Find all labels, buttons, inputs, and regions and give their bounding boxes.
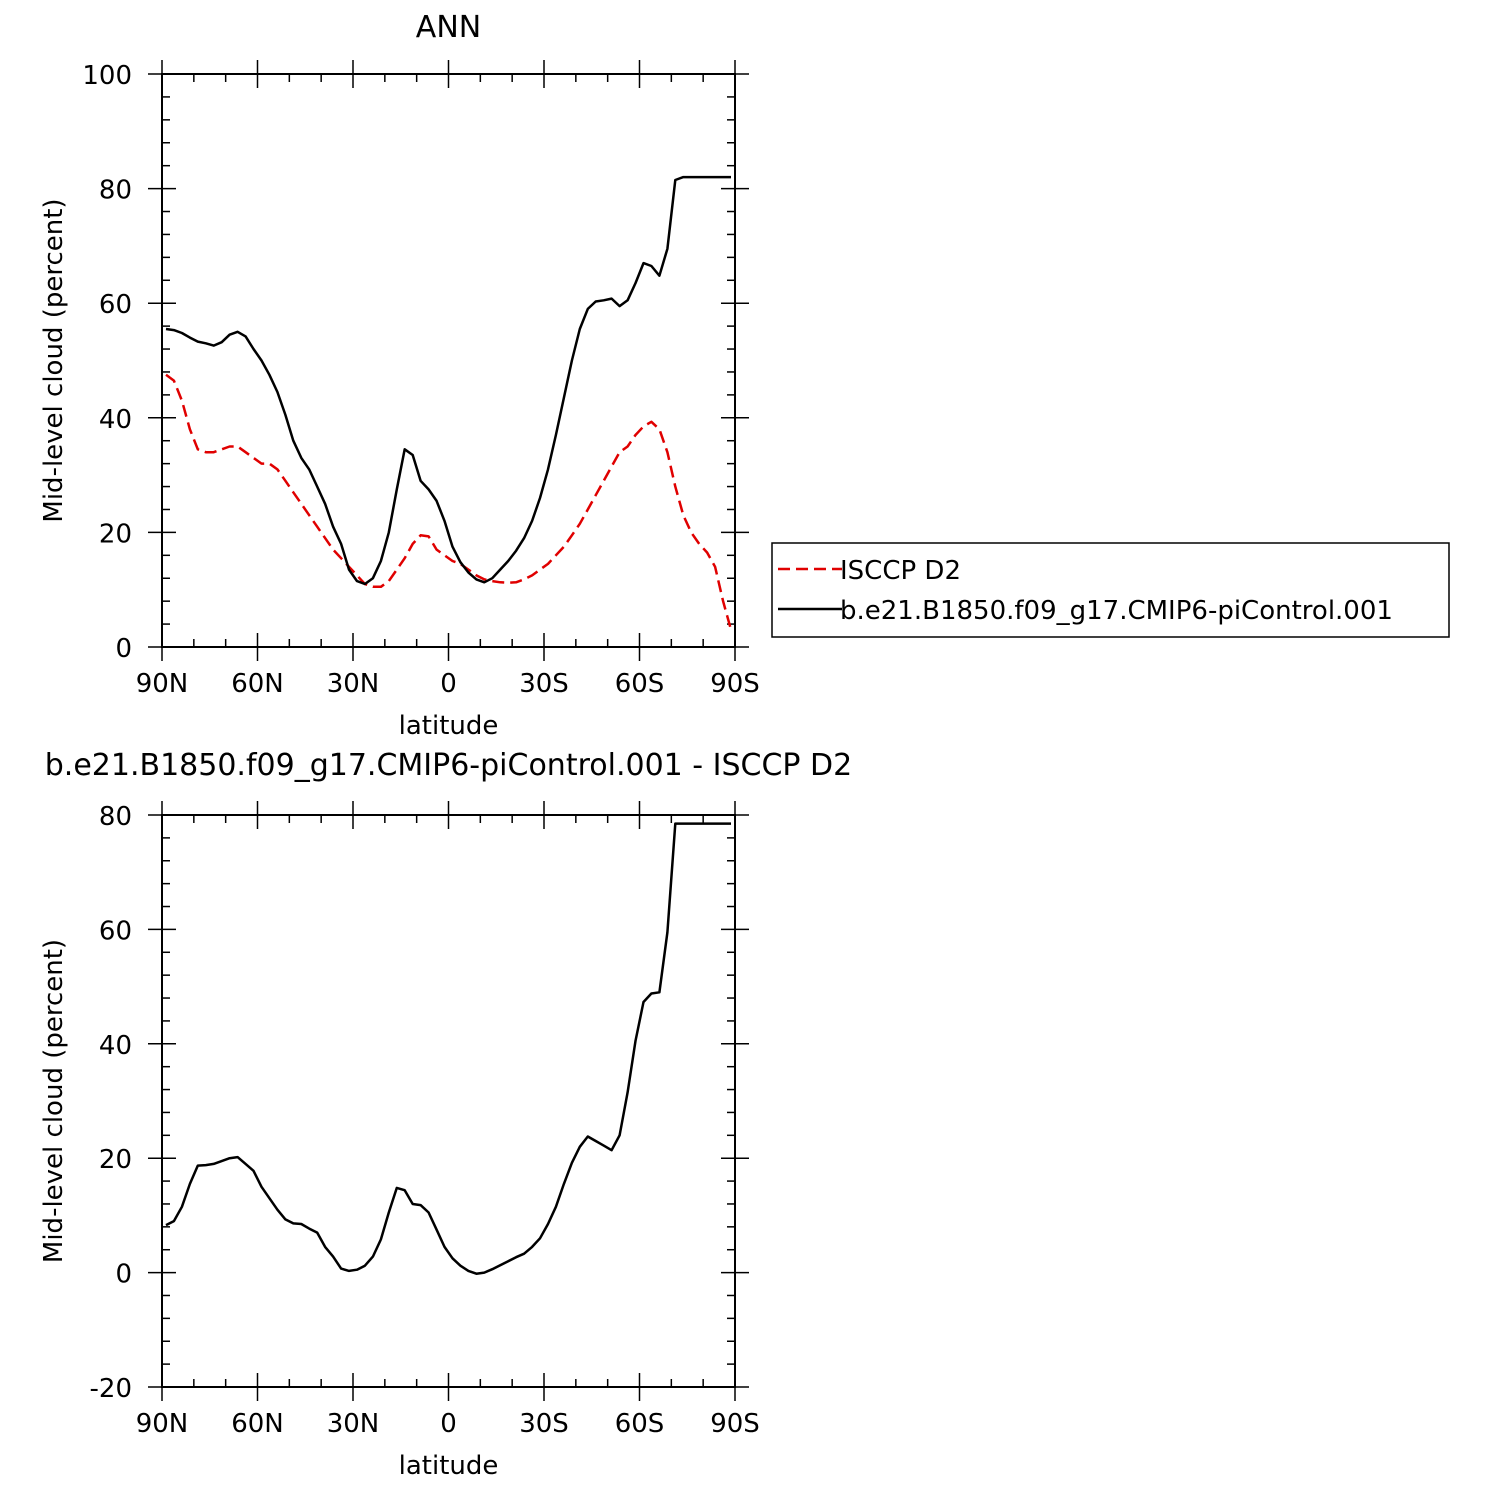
x-tick-label: 0 — [440, 1409, 457, 1439]
y-tick-label: 60 — [99, 290, 132, 320]
series-line-2 — [165, 175, 731, 586]
x-tick-label: 60N — [231, 1409, 284, 1439]
x-tick-label: 30N — [327, 1409, 380, 1439]
x-tick-label: 60N — [231, 669, 284, 699]
y-tick-label: 20 — [99, 1145, 132, 1175]
legend-box — [771, 542, 1450, 638]
legend: ISCCP D2 b.e21.B1850.f09_g17.CMIP6-piCont… — [771, 542, 1450, 638]
plot-frame — [161, 73, 736, 648]
x-tick-label: 30S — [519, 669, 569, 699]
x-tick-label: 60S — [615, 1409, 665, 1439]
x-tick-label: 90S — [710, 1409, 760, 1439]
y-axis-label: Mid-level cloud (percent) — [39, 939, 69, 1263]
series-line-1 — [165, 822, 731, 1275]
y-tick-label: 40 — [99, 405, 132, 435]
x-tick-label: 0 — [440, 669, 457, 699]
y-tick-label: 60 — [99, 916, 132, 946]
panel-1: ANN 0 20 40 60 80 100 90N 60N 30N 0 30S 60S 90S latitu… — [39, 10, 1450, 741]
x-tick-label: 30N — [327, 669, 380, 699]
series-line-1 — [165, 373, 733, 631]
x-tick-label: 90N — [136, 669, 189, 699]
legend-label-2: b.e21.B1850.f09_g17.CMIP6-piControl.001 — [840, 596, 1393, 626]
chart-title: b.e21.B1850.f09_g17.CMIP6-piControl.001 … — [45, 748, 853, 783]
plot-frame — [161, 814, 736, 1388]
y-tick-label: -20 — [90, 1374, 132, 1404]
x-tick-label: 60S — [615, 669, 665, 699]
legend-label-1: ISCCP D2 — [840, 556, 961, 586]
x-tick-label: 90N — [136, 1409, 189, 1439]
x-axis-label: latitude — [399, 1451, 499, 1481]
y-axis-label: Mid-level cloud (percent) — [39, 198, 69, 522]
y-tick-label: 80 — [99, 802, 132, 832]
y-tick-label: 80 — [99, 176, 132, 206]
y-tick-label: 0 — [115, 634, 132, 664]
y-tick-label: 20 — [99, 519, 132, 549]
panel-2: b.e21.B1850.f09_g17.CMIP6-piControl.001 … — [39, 748, 852, 1481]
x-tick-label: 90S — [710, 669, 760, 699]
y-tick-label: 0 — [115, 1260, 132, 1290]
y-tick-label: 100 — [82, 61, 132, 91]
x-axis-label: latitude — [399, 711, 499, 741]
y-tick-label: 40 — [99, 1031, 132, 1061]
chart-title: ANN — [416, 10, 481, 45]
x-tick-label: 30S — [519, 1409, 569, 1439]
